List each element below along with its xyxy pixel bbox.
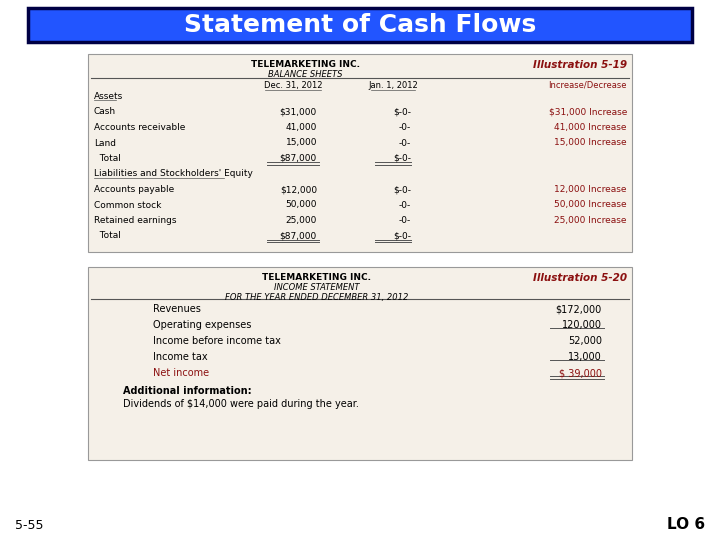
Text: Income tax: Income tax: [153, 352, 207, 362]
Text: Liabilities and Stockholders' Equity: Liabilities and Stockholders' Equity: [94, 170, 253, 179]
Text: 15,000: 15,000: [286, 138, 317, 147]
Text: TELEMARKETING INC.: TELEMARKETING INC.: [251, 60, 360, 69]
Text: 5-55: 5-55: [15, 519, 43, 532]
Text: 52,000: 52,000: [568, 336, 602, 346]
Text: -0-: -0-: [399, 138, 411, 147]
Text: Statement of Cash Flows: Statement of Cash Flows: [184, 13, 536, 37]
Text: $31,000: $31,000: [280, 107, 317, 117]
Text: -0-: -0-: [399, 216, 411, 225]
Text: Total: Total: [94, 154, 121, 163]
Text: 13,000: 13,000: [568, 352, 602, 362]
Text: $ 39,000: $ 39,000: [559, 368, 602, 378]
Text: 15,000 Increase: 15,000 Increase: [554, 138, 627, 147]
Text: 41,000 Increase: 41,000 Increase: [554, 123, 627, 132]
Text: Increase/Decrease: Increase/Decrease: [549, 81, 627, 90]
Text: 25,000 Increase: 25,000 Increase: [554, 216, 627, 225]
Text: 120,000: 120,000: [562, 320, 602, 330]
Text: Income before income tax: Income before income tax: [153, 336, 281, 346]
Text: Jan. 1, 2012: Jan. 1, 2012: [368, 81, 418, 90]
Text: Retained earnings: Retained earnings: [94, 216, 176, 225]
FancyBboxPatch shape: [88, 54, 632, 252]
Text: Cash: Cash: [94, 107, 116, 117]
Text: FOR THE YEAR ENDED DECEMBER 31, 2012: FOR THE YEAR ENDED DECEMBER 31, 2012: [225, 293, 408, 302]
Text: Common stock: Common stock: [94, 200, 161, 210]
FancyBboxPatch shape: [28, 8, 692, 42]
Text: $87,000: $87,000: [280, 154, 317, 163]
Text: $-0-: $-0-: [393, 232, 411, 240]
Text: $172,000: $172,000: [556, 304, 602, 314]
Text: Additional information:: Additional information:: [123, 386, 251, 396]
Text: Accounts payable: Accounts payable: [94, 185, 174, 194]
Text: Land: Land: [94, 138, 116, 147]
Text: Total: Total: [94, 232, 121, 240]
Text: $-0-: $-0-: [393, 185, 411, 194]
Text: 41,000: 41,000: [286, 123, 317, 132]
Text: 50,000: 50,000: [286, 200, 317, 210]
Text: Illustration 5-19: Illustration 5-19: [533, 60, 627, 70]
Text: $-0-: $-0-: [393, 107, 411, 117]
Text: $87,000: $87,000: [280, 232, 317, 240]
Text: $12,000: $12,000: [280, 185, 317, 194]
Text: Accounts receivable: Accounts receivable: [94, 123, 185, 132]
Text: Revenues: Revenues: [153, 304, 201, 314]
Text: Net income: Net income: [153, 368, 209, 378]
Text: 25,000: 25,000: [286, 216, 317, 225]
Text: BALANCE SHEETS: BALANCE SHEETS: [269, 70, 343, 79]
Text: 50,000 Increase: 50,000 Increase: [554, 200, 627, 210]
Text: LO 6: LO 6: [667, 517, 705, 532]
Text: TELEMARKETING INC.: TELEMARKETING INC.: [262, 273, 371, 282]
Text: Dec. 31, 2012: Dec. 31, 2012: [264, 81, 323, 90]
Text: Operating expenses: Operating expenses: [153, 320, 251, 330]
Text: 12,000 Increase: 12,000 Increase: [554, 185, 627, 194]
Text: -0-: -0-: [399, 200, 411, 210]
Text: Dividends of $14,000 were paid during the year.: Dividends of $14,000 were paid during th…: [123, 399, 359, 409]
Text: -0-: -0-: [399, 123, 411, 132]
Text: $31,000 Increase: $31,000 Increase: [549, 107, 627, 117]
Text: Assets: Assets: [94, 92, 123, 101]
Text: INCOME STATEMENT: INCOME STATEMENT: [274, 283, 359, 292]
Text: Illustration 5-20: Illustration 5-20: [533, 273, 627, 283]
FancyBboxPatch shape: [88, 267, 632, 460]
Text: $-0-: $-0-: [393, 154, 411, 163]
